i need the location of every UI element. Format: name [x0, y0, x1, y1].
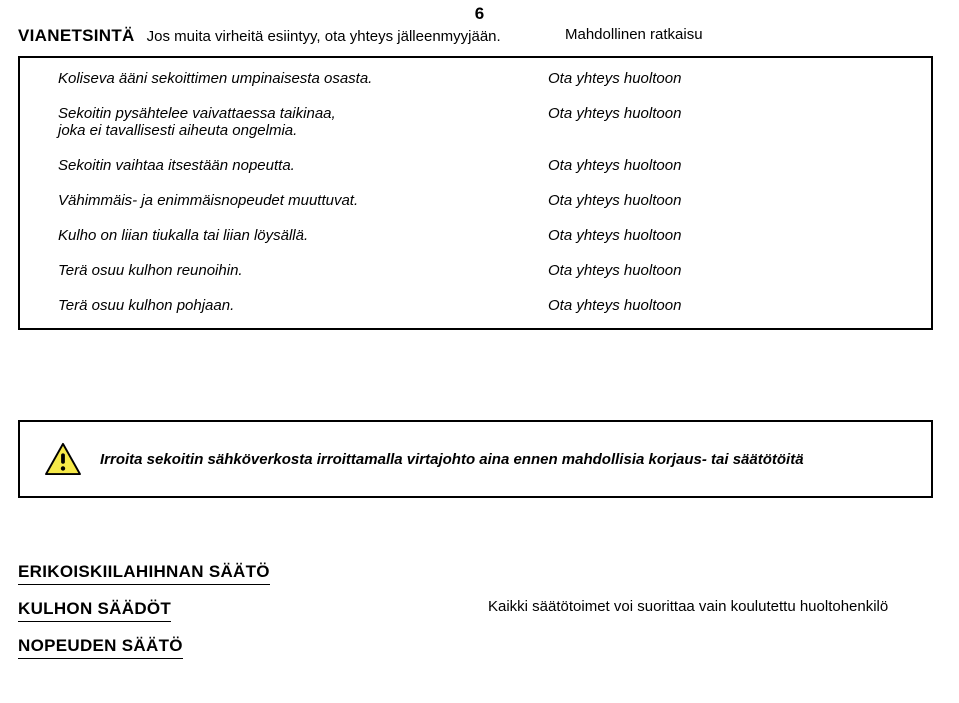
- table-row: Koliseva ääni sekoittimen umpinaisesta o…: [58, 70, 893, 87]
- warning-box: Irroita sekoitin sähköverkosta irroittam…: [18, 420, 933, 498]
- adjustment-note: Kaikki säätötoimet voi suorittaa vain ko…: [488, 598, 888, 615]
- table-row: Terä osuu kulhon reunoihin. Ota yhteys h…: [58, 262, 893, 279]
- solution-cell: Ota yhteys huoltoon: [548, 262, 681, 279]
- table-row: Terä osuu kulhon pohjaan. Ota yhteys huo…: [58, 297, 893, 314]
- solution-header: Mahdollinen ratkaisu: [565, 26, 703, 43]
- problem-cell: Kulho on liian tiukalla tai liian löysäl…: [58, 227, 548, 244]
- section-headings-column: ERIKOISKIILAHIHNAN SÄÄTÖ KULHON SÄÄDÖT N…: [18, 562, 488, 659]
- bottom-sections: ERIKOISKIILAHIHNAN SÄÄTÖ KULHON SÄÄDÖT N…: [18, 562, 941, 659]
- solution-cell: Ota yhteys huoltoon: [548, 70, 681, 87]
- problem-cell: Sekoitin pysähtelee vaivattaessa taikina…: [58, 105, 548, 139]
- table-row: Vähimmäis- ja enimmäisnopeudet muuttuvat…: [58, 192, 893, 209]
- solution-cell: Ota yhteys huoltoon: [548, 105, 681, 139]
- problem-cell: Vähimmäis- ja enimmäisnopeudet muuttuvat…: [58, 192, 548, 209]
- table-row: Sekoitin vaihtaa itsestään nopeutta. Ota…: [58, 157, 893, 174]
- troubleshooting-subtitle: Jos muita virheitä esiintyy, ota yhteys …: [147, 28, 501, 45]
- section-heading: KULHON SÄÄDÖT: [18, 599, 171, 622]
- solution-cell: Ota yhteys huoltoon: [548, 227, 681, 244]
- section-heading: NOPEUDEN SÄÄTÖ: [18, 636, 183, 659]
- solution-cell: Ota yhteys huoltoon: [548, 157, 681, 174]
- page-number: 6: [0, 4, 959, 24]
- table-row: Sekoitin pysähtelee vaivattaessa taikina…: [58, 105, 893, 139]
- problem-cell: Sekoitin vaihtaa itsestään nopeutta.: [58, 157, 548, 174]
- problem-cell: Terä osuu kulhon pohjaan.: [58, 297, 548, 314]
- warning-icon: [44, 442, 82, 476]
- problem-cell: Koliseva ääni sekoittimen umpinaisesta o…: [58, 70, 548, 87]
- solution-cell: Ota yhteys huoltoon: [548, 192, 681, 209]
- warning-text: Irroita sekoitin sähköverkosta irroittam…: [100, 451, 804, 468]
- troubleshooting-header: VIANETSINTÄ Jos muita virheitä esiintyy,…: [18, 26, 941, 46]
- problem-cell: Terä osuu kulhon reunoihin.: [58, 262, 548, 279]
- table-row: Kulho on liian tiukalla tai liian löysäl…: [58, 227, 893, 244]
- troubleshooting-table: Koliseva ääni sekoittimen umpinaisesta o…: [18, 56, 933, 330]
- section-heading: ERIKOISKIILAHIHNAN SÄÄTÖ: [18, 562, 270, 585]
- solution-cell: Ota yhteys huoltoon: [548, 297, 681, 314]
- troubleshooting-title: VIANETSINTÄ: [18, 26, 135, 46]
